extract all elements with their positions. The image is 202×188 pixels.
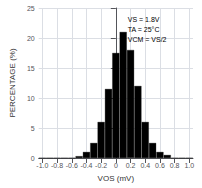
svg-text:-0.2: -0.2 xyxy=(95,162,107,169)
svg-text:0: 0 xyxy=(114,162,118,169)
svg-text:-1.0: -1.0 xyxy=(36,162,48,169)
svg-text:VOS (mV): VOS (mV) xyxy=(98,174,135,183)
svg-text:0.4: 0.4 xyxy=(140,162,150,169)
svg-text:0.6: 0.6 xyxy=(155,162,165,169)
svg-text:VCM = VS/2: VCM = VS/2 xyxy=(128,36,167,43)
svg-text:15: 15 xyxy=(27,65,35,72)
svg-text:-0.6: -0.6 xyxy=(66,162,78,169)
svg-text:0.2: 0.2 xyxy=(126,162,136,169)
svg-text:1.0: 1.0 xyxy=(184,162,194,169)
svg-text:10: 10 xyxy=(27,95,35,102)
svg-text:5: 5 xyxy=(31,125,35,132)
svg-text:0: 0 xyxy=(31,155,35,162)
svg-text:PERCENTAGE (%): PERCENTAGE (%) xyxy=(8,48,17,118)
svg-text:0.8: 0.8 xyxy=(170,162,180,169)
svg-text:25: 25 xyxy=(27,5,35,12)
svg-text:TA = 25°C: TA = 25°C xyxy=(128,26,160,33)
svg-text:-0.8: -0.8 xyxy=(51,162,63,169)
svg-text:20: 20 xyxy=(27,35,35,42)
svg-text:-0.4: -0.4 xyxy=(80,162,92,169)
svg-text:VS = 1.8V: VS = 1.8V xyxy=(128,16,160,23)
